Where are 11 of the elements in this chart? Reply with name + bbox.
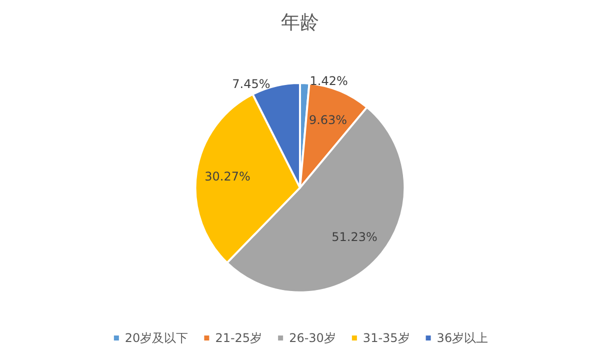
legend-label: 31-35岁: [362, 331, 410, 345]
data-label: 30.27%: [204, 170, 250, 184]
legend-label: 36岁以上: [436, 331, 488, 345]
chart-title: 年龄: [281, 12, 319, 34]
data-label: 9.63%: [308, 112, 348, 127]
legend-label: 26-30岁: [289, 331, 336, 345]
data-label: 51.23%: [332, 230, 378, 244]
legend-label: 20岁及以下: [124, 331, 188, 345]
data-label: 1.42%: [310, 74, 348, 88]
data-label: 7.45%: [232, 76, 270, 91]
legend-label: 21-25岁: [215, 331, 262, 345]
